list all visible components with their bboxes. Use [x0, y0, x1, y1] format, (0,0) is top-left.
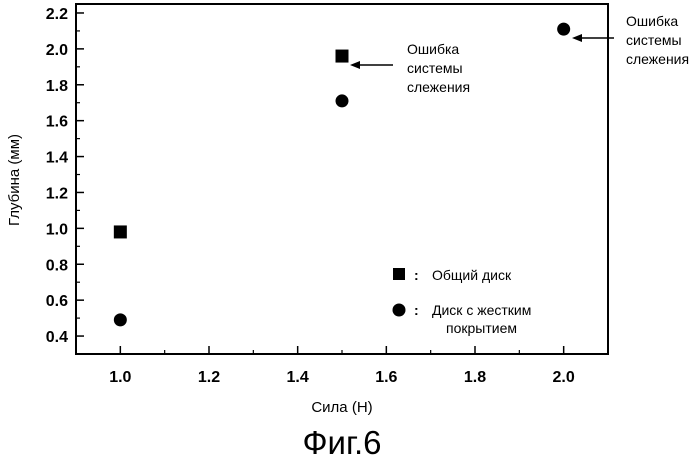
annotation-tracking-error-1: Ошибка системы слежения — [350, 41, 470, 95]
y-tick-label: 2.0 — [46, 42, 68, 59]
y-tick-label: 1.2 — [46, 185, 68, 202]
annotation-line-1: Ошибка — [407, 41, 459, 57]
legend-circle-marker — [393, 304, 406, 317]
legend-label-common-disk: Общий диск — [432, 267, 512, 283]
annotation-arrowhead — [572, 34, 582, 42]
legend-separator: : — [414, 302, 419, 318]
x-tick-label: 1.8 — [464, 369, 486, 386]
y-tick-label: 0.6 — [46, 293, 68, 310]
y-tick-label: 1.8 — [46, 78, 68, 95]
data-point-circle — [557, 23, 570, 36]
annotation-line-3: слежения — [626, 51, 689, 67]
scatter-chart: 1.0 1.2 1.4 1.6 1.8 2.0 0.4 0.6 0.8 1.0 1.2 1.4 1.6 1… — [0, 0, 699, 460]
annotation-line-2: системы — [407, 60, 463, 76]
figure-title: Фиг.6 — [302, 424, 381, 460]
y-tick-label: 0.8 — [46, 257, 68, 274]
y-tick-label: 1.4 — [46, 150, 68, 167]
annotation-tracking-error-2: Ошибка системы слежения — [572, 13, 689, 67]
x-tick-label: 1.2 — [198, 369, 220, 386]
x-tick-label: 1.6 — [375, 369, 397, 386]
legend-label-hard-coated-disk-line-2: покрытием — [446, 320, 517, 336]
y-tick-label: 0.4 — [46, 329, 68, 346]
y-axis-label: Глубина (мм) — [6, 134, 23, 226]
y-tick-label: 2.2 — [46, 6, 68, 23]
legend-separator: : — [414, 267, 419, 283]
x-tick-label: 1.4 — [287, 369, 309, 386]
legend: : Общий диск : Диск с жестким покрытием — [393, 267, 532, 336]
x-tick-label: 1.0 — [109, 369, 131, 386]
y-tick-label: 1.6 — [46, 114, 68, 131]
annotation-line-2: системы — [626, 32, 682, 48]
data-point-circle — [114, 313, 127, 326]
annotation-line-3: слежения — [407, 79, 470, 95]
data-point-circle — [336, 94, 349, 107]
x-tick-label: 2.0 — [553, 369, 575, 386]
y-tick-label: 1.0 — [46, 221, 68, 238]
data-point-square — [336, 50, 349, 63]
x-axis-label: Сила (Н) — [311, 399, 372, 416]
annotation-arrowhead — [350, 61, 360, 69]
legend-square-marker — [393, 268, 405, 280]
data-point-square — [114, 225, 127, 238]
annotation-line-1: Ошибка — [626, 13, 678, 29]
legend-label-hard-coated-disk-line-1: Диск с жестким — [432, 302, 531, 318]
